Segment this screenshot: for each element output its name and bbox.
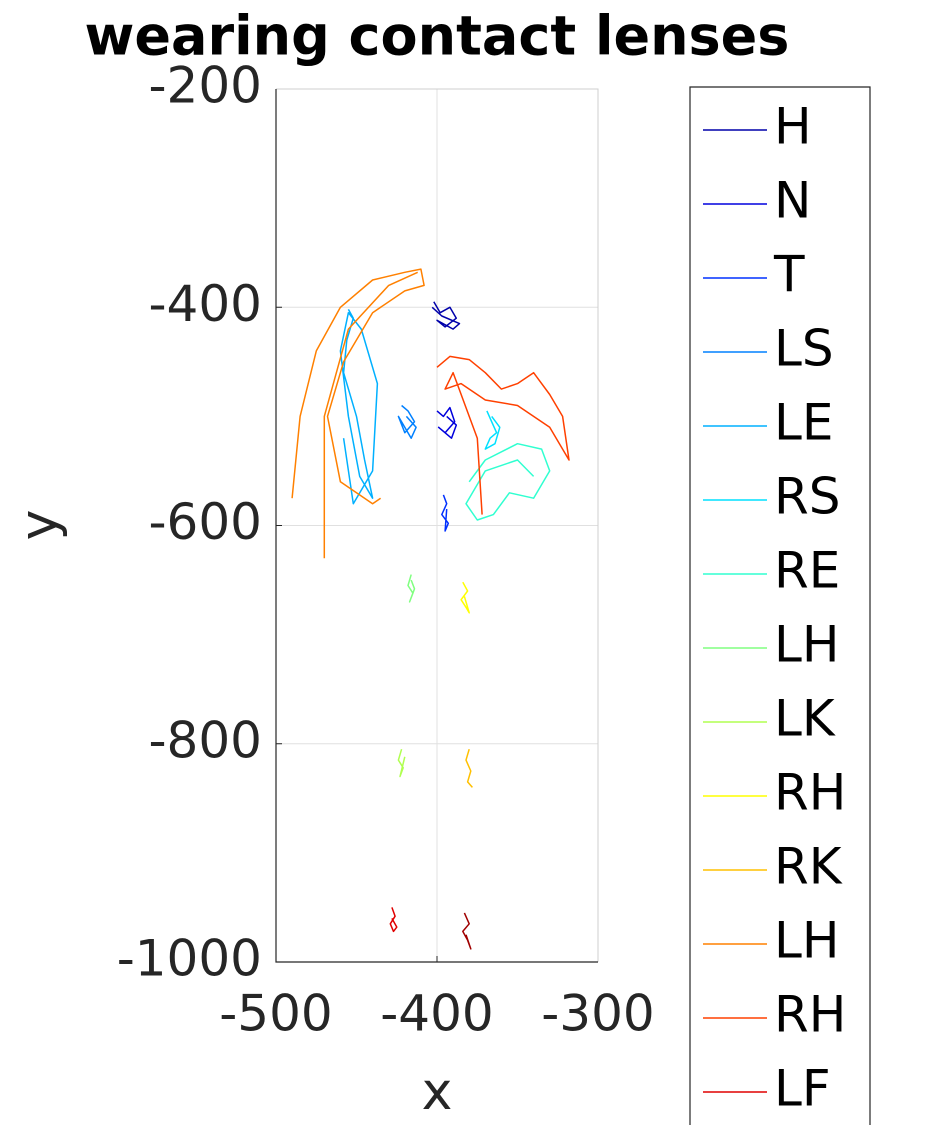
y-tick-label: -400	[149, 275, 262, 333]
legend-label: N	[774, 172, 811, 230]
legend-label: RE	[774, 542, 840, 600]
legend-label: LH	[774, 912, 839, 970]
legend-box	[689, 86, 871, 1125]
legend-label: RS	[774, 468, 840, 526]
series-line	[436, 406, 458, 439]
legend-label: LF	[774, 1060, 831, 1118]
series-line	[465, 442, 551, 521]
y-tick-label: -600	[149, 493, 262, 551]
x-tick-label: -400	[380, 985, 493, 1043]
series-line	[397, 404, 417, 439]
series-line	[436, 355, 570, 515]
y-tick-label: -800	[149, 711, 262, 769]
y-tick-label: -200	[149, 57, 262, 115]
legend-label: T	[773, 246, 805, 304]
series-line	[407, 574, 416, 603]
series-line	[484, 410, 501, 450]
x-tick-label: -500	[219, 985, 332, 1043]
series-line	[462, 912, 472, 950]
legend-label: RK	[774, 838, 843, 896]
legend-label: LS	[774, 320, 834, 378]
series-line	[291, 268, 425, 559]
legend-label: RH	[774, 986, 846, 1044]
series-line	[460, 581, 470, 614]
chart-title: wearing contact lenses	[85, 5, 790, 68]
legend-label: LK	[774, 690, 836, 748]
legend-label: RH	[774, 764, 846, 822]
series-line	[431, 301, 461, 330]
series-line	[339, 309, 379, 505]
x-tick-label: -300	[541, 985, 654, 1043]
axes-lines	[275, 89, 598, 963]
series-line	[389, 907, 398, 933]
series-line	[441, 494, 450, 532]
legend-label: LH	[774, 616, 839, 674]
legend-label: LE	[774, 394, 833, 452]
y-tick-label: -1000	[117, 930, 262, 988]
x-axis-label: x	[422, 1062, 453, 1122]
y-axis-label: y	[9, 510, 69, 541]
legend-label: H	[774, 98, 812, 156]
series-line	[465, 748, 473, 788]
axes-frame	[276, 88, 599, 962]
series-line	[397, 748, 406, 778]
